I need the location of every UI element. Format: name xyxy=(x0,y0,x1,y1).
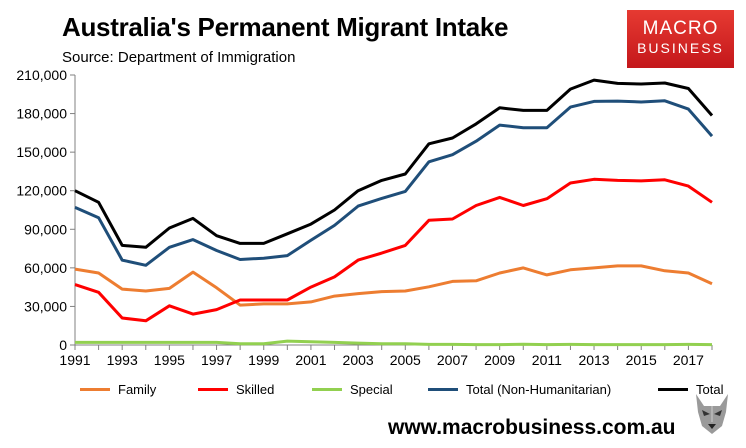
legend-item-total: Total xyxy=(658,382,723,397)
x-tick-label: 2003 xyxy=(343,352,374,368)
x-tick-label: 1995 xyxy=(154,352,185,368)
legend-label: Skilled xyxy=(236,382,275,397)
x-tick-label: 2001 xyxy=(295,352,326,368)
legend-item-family: Family xyxy=(80,382,156,397)
legend-swatch xyxy=(428,388,458,391)
legend-label: Total xyxy=(696,382,724,397)
x-tick-label: 2005 xyxy=(390,352,421,368)
x-tick-label: 2009 xyxy=(484,352,515,368)
logo-line-2: BUSINESS xyxy=(637,40,724,56)
x-tick-label: 2011 xyxy=(532,352,562,368)
x-tick-label: 2007 xyxy=(437,352,468,368)
x-tick-label: 2017 xyxy=(673,352,704,368)
legend-label: Family xyxy=(118,382,157,397)
series-line-special xyxy=(75,339,713,347)
legend-label: Total (Non-Humanitarian) xyxy=(466,382,612,397)
legend-item-skilled: Skilled xyxy=(198,382,274,397)
legend-item-special: Special xyxy=(312,382,393,397)
chart-title: Australia's Permanent Migrant Intake xyxy=(62,12,509,42)
logo-line-1: MACRO xyxy=(642,18,719,39)
y-tick-label: 180,000 xyxy=(16,106,67,122)
y-tick-label: 210,000 xyxy=(16,67,67,83)
legend-swatch xyxy=(658,388,688,391)
x-tick-label: 1999 xyxy=(248,352,279,368)
legend-item-total-non-humanitarian: Total (Non-Humanitarian) xyxy=(428,382,611,397)
y-tick-label: 120,000 xyxy=(16,183,67,199)
y-tick-label: 90,000 xyxy=(24,221,67,237)
wolf-logo-icon xyxy=(696,394,728,434)
series-line-total-non-humanitarian xyxy=(74,99,714,267)
y-tick-label: 0 xyxy=(59,337,67,353)
legend-swatch xyxy=(312,388,342,391)
legend-swatch xyxy=(198,388,228,391)
x-tick-label: 1997 xyxy=(201,352,232,368)
legend-label: Special xyxy=(350,382,393,397)
y-tick-label: 60,000 xyxy=(24,260,67,276)
x-tick-label: 1991 xyxy=(59,352,90,368)
legend-swatch xyxy=(80,388,110,391)
series-line-total xyxy=(74,78,714,249)
series-line-family xyxy=(74,264,713,307)
x-tick-label: 2013 xyxy=(578,352,609,368)
x-tick-label: 1993 xyxy=(107,352,138,368)
y-tick-label: 30,000 xyxy=(24,298,67,314)
footer-url: www.macrobusiness.com.au xyxy=(388,416,676,439)
y-tick-label: 150,000 xyxy=(16,144,67,160)
series-line-skilled xyxy=(74,177,713,323)
macrobusiness-logo: MACRO BUSINESS xyxy=(627,10,734,68)
x-tick-label: 2015 xyxy=(626,352,657,368)
chart-subtitle: Source: Department of Immigration xyxy=(62,49,296,66)
